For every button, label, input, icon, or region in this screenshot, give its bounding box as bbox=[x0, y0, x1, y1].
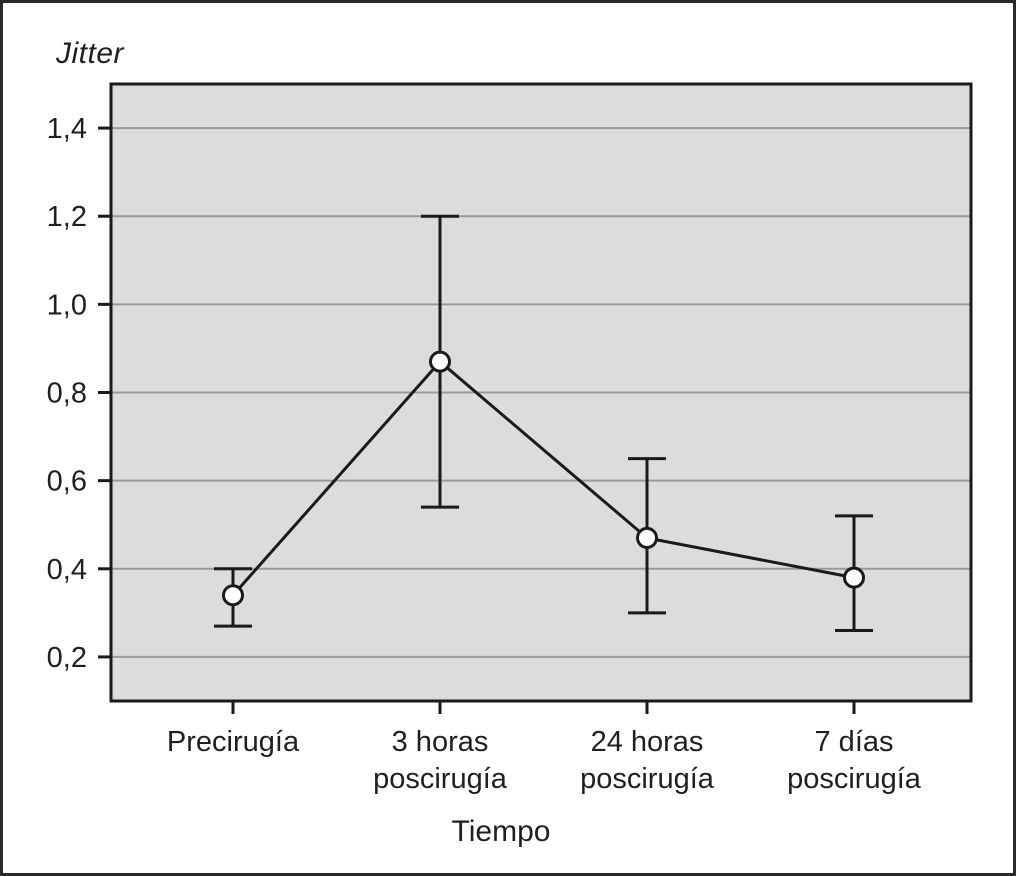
data-point-marker bbox=[843, 566, 865, 589]
data-point-marker bbox=[429, 350, 451, 373]
data-point-marker bbox=[636, 526, 658, 549]
x-category-label: 7 días poscirugía bbox=[787, 726, 922, 795]
y-tick-label: 0,4 bbox=[47, 554, 87, 586]
x-category-label: 24 horas poscirugía bbox=[580, 726, 715, 795]
y-tick-label: 0,6 bbox=[47, 466, 87, 498]
y-tick-label: 1,0 bbox=[47, 289, 87, 321]
series-line bbox=[231, 359, 855, 597]
y-axis-title: Jitter bbox=[56, 37, 125, 70]
x-category-label: 3 horas poscirugía bbox=[373, 726, 508, 795]
y-tick-label: 1,2 bbox=[47, 201, 87, 233]
x-category-label: Precirugía bbox=[167, 726, 300, 758]
y-tick-label: 0,2 bbox=[47, 642, 87, 674]
y-tick-label: 0,8 bbox=[47, 378, 87, 410]
data-point-marker bbox=[222, 584, 244, 607]
x-axis-title: Tiempo bbox=[451, 815, 551, 848]
errorbar-chart: 0,2 0,4 0,6 0,8 1,0 1,2 1,4 Precirugía 3 horas po… bbox=[47, 82, 973, 795]
y-tick-label: 1,4 bbox=[47, 113, 87, 145]
